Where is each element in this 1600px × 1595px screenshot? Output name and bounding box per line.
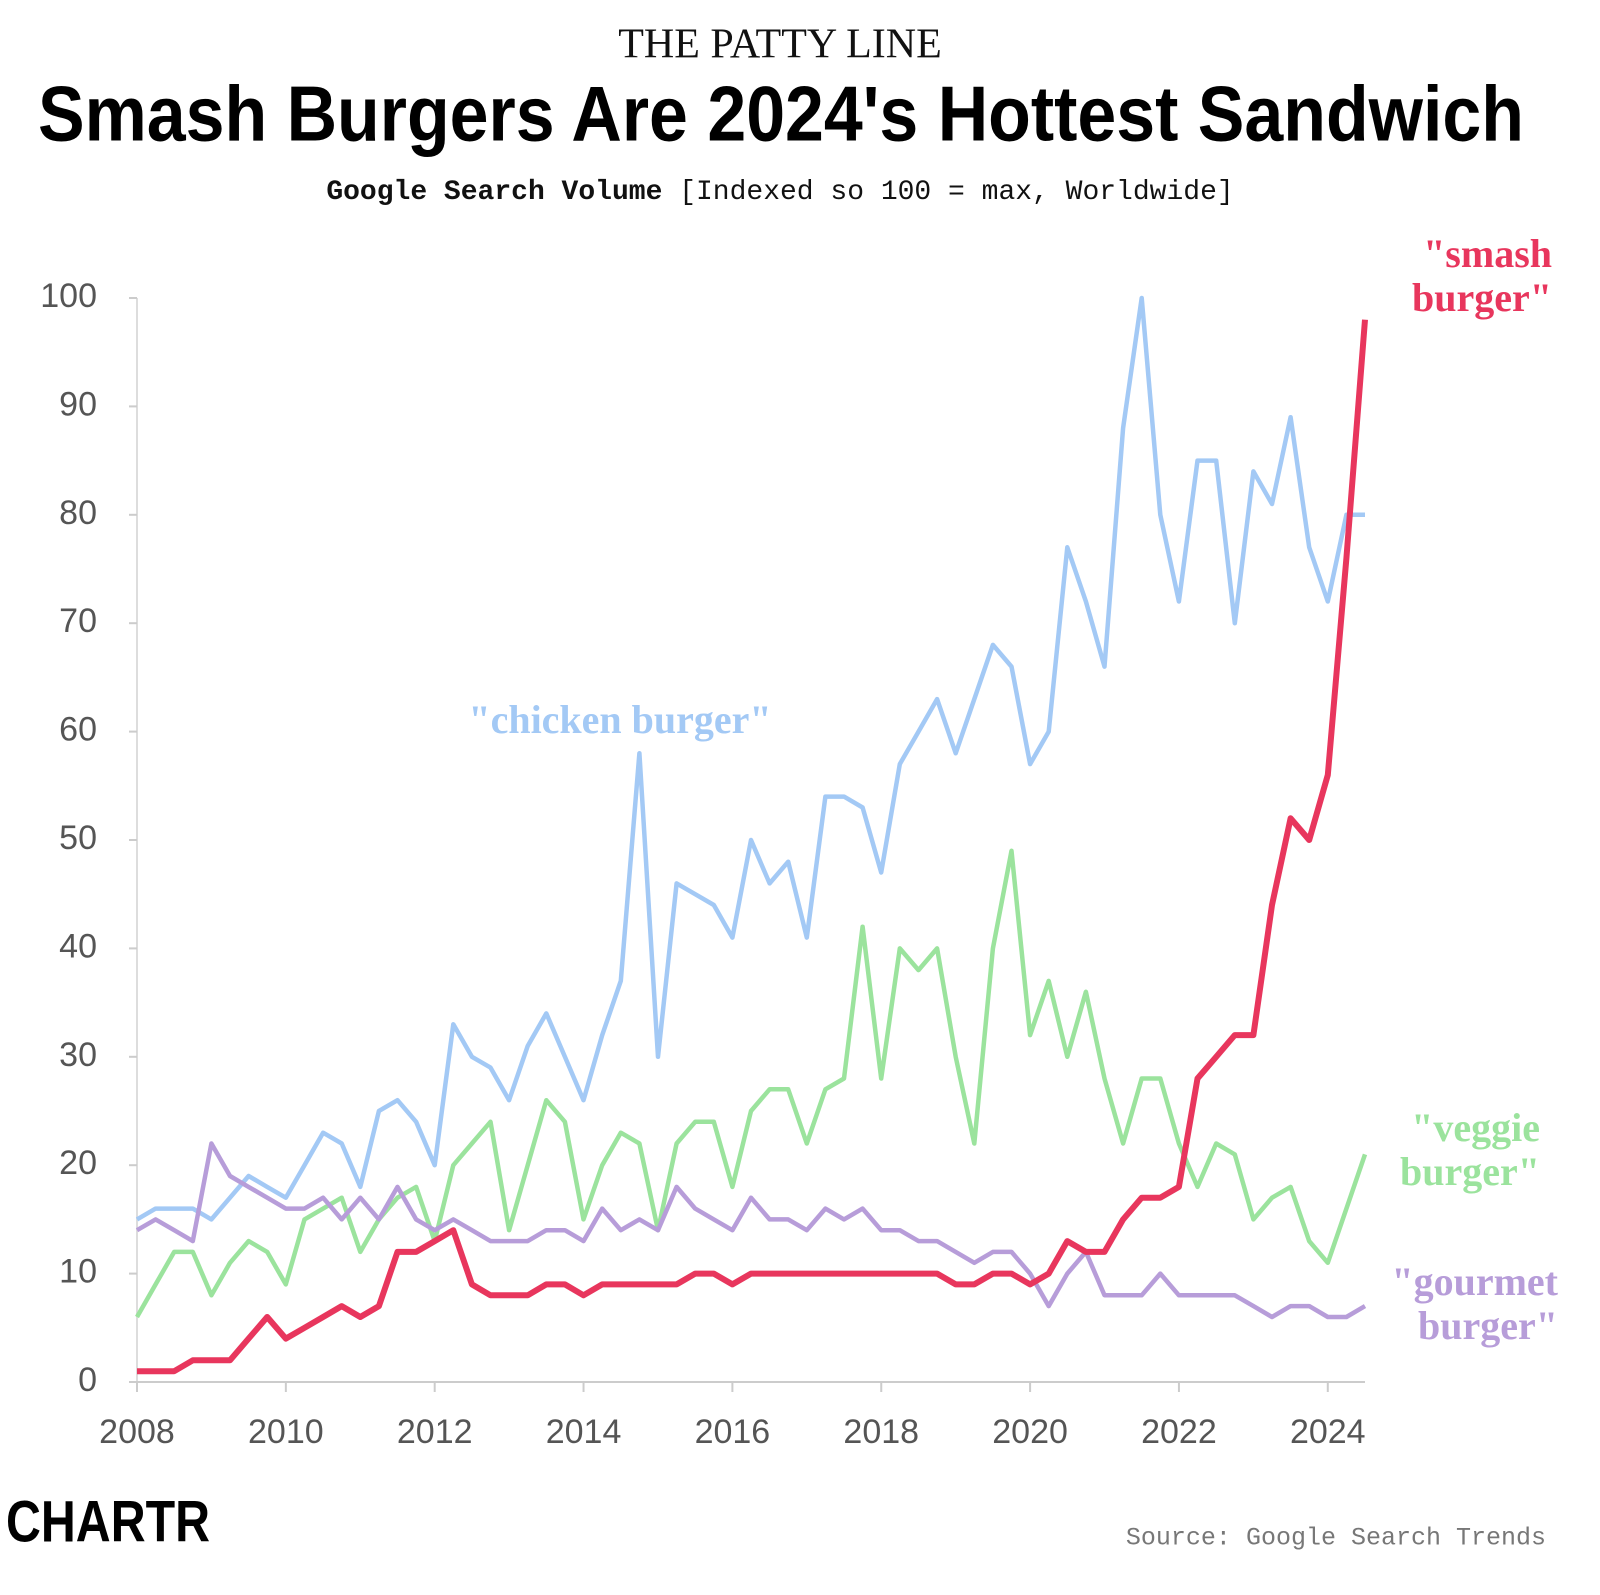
y-tick-label: 60 [59, 711, 97, 749]
x-tick-label: 2012 [397, 1413, 473, 1451]
y-tick-label: 100 [40, 277, 97, 315]
series-label: "smash burger" [1412, 231, 1552, 320]
y-tick-label: 20 [59, 1144, 97, 1182]
y-tick-label: 50 [59, 819, 97, 857]
subtitle-bold: Google Search Volume [326, 177, 662, 208]
logo: CHARTR [6, 1489, 210, 1554]
x-tick-label: 2016 [695, 1413, 771, 1451]
x-tick-label: 2022 [1141, 1413, 1217, 1451]
series-label: "gourmet burger" [1391, 1259, 1558, 1348]
series-line [135, 1141, 1367, 1320]
series-line [135, 848, 1368, 1319]
kicker: THE PATTY LINE [618, 22, 942, 68]
x-tick-label: 2014 [546, 1413, 622, 1451]
chart-title: Smash Burgers Are 2024's Hottest Sandwic… [38, 70, 1524, 158]
series-line [135, 295, 1365, 1222]
series-line [137, 319, 1368, 1375]
x-tick-label: 2008 [99, 1413, 175, 1451]
x-tick-label: 2024 [1290, 1413, 1366, 1451]
series-label: "chicken burger" [468, 697, 772, 742]
source: Source: Google Search Trends [1126, 1524, 1546, 1553]
x-tick-label: 2020 [992, 1413, 1068, 1451]
x-tick-label: 2010 [248, 1413, 324, 1451]
y-tick-label: 30 [59, 1036, 97, 1074]
x-tick-label: 2018 [843, 1413, 919, 1451]
y-tick-label: 0 [78, 1361, 97, 1399]
y-tick-label: 90 [59, 385, 97, 423]
subtitle: Google Search Volume [Indexed so 100 = m… [326, 177, 1233, 208]
y-tick-label: 70 [59, 602, 97, 640]
y-tick-label: 40 [59, 927, 97, 965]
subtitle-rest: [Indexed so 100 = max, Worldwide] [679, 177, 1234, 208]
series-label: "veggie burger" [1400, 1105, 1540, 1194]
y-tick-label: 10 [59, 1253, 97, 1291]
y-tick-label: 80 [59, 494, 97, 532]
